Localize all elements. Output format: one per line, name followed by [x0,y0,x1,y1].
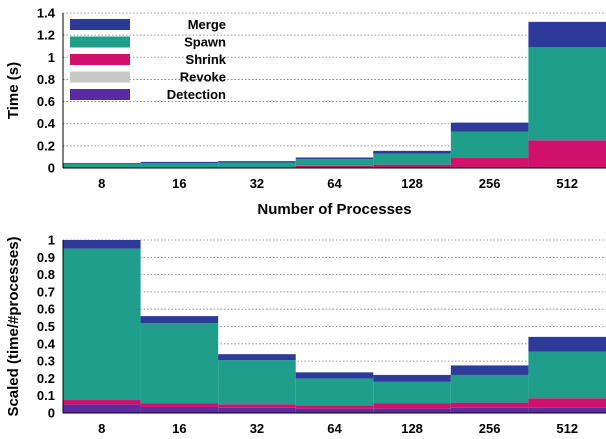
legend-swatch-spawn [70,36,130,48]
chart1-bar-spawn-128 [373,153,451,165]
chart2-y-tick-label: 0.6 [37,302,55,317]
chart1-bar-merge-512 [528,21,606,48]
chart1-x-tick-label: 32 [250,176,264,191]
chart2-bar-spawn-64 [295,378,374,406]
chart1-y-tick-label: 0.4 [37,116,56,131]
chart2-bar-spawn-8 [63,248,141,401]
legend-swatch-detection [70,89,130,100]
chart2-y-tick-label: 0.7 [37,284,55,299]
chart2-y-axis-title: Scaled (time/#processes) [5,236,22,416]
legend-label-revoke: Revoke [180,70,226,85]
chart2-bar-shrink-8 [63,400,141,405]
chart1-bar-spawn-512 [528,47,606,141]
chart1-x-axis-title: Number of Processes [257,201,411,218]
chart1-x-tick-label: 512 [556,176,578,191]
chart2-bar-spawn-32 [218,360,296,405]
chart2-bar-detection-64 [295,408,374,413]
chart2-y-tick-label: 0.2 [37,371,55,386]
chart2-y-tick-label: 0.8 [37,267,55,282]
legend-label-merge: Merge [188,17,226,32]
chart2-bar-shrink-256 [450,402,529,408]
chart1-bar-shrink-128 [373,164,451,168]
chart2-y-tick-label: 0.4 [37,336,56,351]
chart2-y-tick-label: 0.5 [37,319,55,334]
chart1-bar-merge-32 [218,161,296,163]
chart2-bar-spawn-16 [140,323,219,404]
chart2-x-tick-label: 256 [479,421,501,436]
chart1-bar-shrink-512 [528,140,606,168]
chart1-x-tick-label: 256 [479,176,501,191]
chart2-bar-shrink-512 [528,398,606,408]
chart2-x-tick-label: 128 [401,421,423,436]
chart2-bar-spawn-256 [450,374,529,403]
chart1-x-tick-label: 128 [401,176,423,191]
chart1-bar-merge-8 [63,163,141,164]
chart1-bar-spawn-64 [295,159,374,166]
legend-swatch-merge [70,19,130,30]
legend-label-shrink: Shrink [186,52,227,67]
chart2-x-tick-label: 16 [172,421,186,436]
chart1-x-tick-label: 64 [327,176,342,191]
legend-swatch-revoke [70,71,130,83]
chart2-bar-detection-8 [63,404,141,413]
legend-label-spawn: Spawn [184,35,226,50]
chart2-bar-detection-256 [450,407,529,413]
chart2-y-tick-label: 0 [48,406,55,421]
chart2-bar-shrink-32 [218,404,296,408]
chart1-y-tick-label: 1 [48,50,55,65]
chart1-y-tick-label: 1.4 [37,6,56,21]
chart2-y-tick-label: 1 [48,233,55,248]
chart2-bar-merge-8 [63,240,141,249]
chart2-x-tick-label: 8 [98,421,105,436]
chart2-bar-spawn-128 [373,381,451,404]
chart1-bar-spawn-8 [63,163,141,168]
chart1-y-tick-label: 1.2 [37,28,55,43]
chart1-y-tick-label: 0.8 [37,72,55,87]
chart2-x-tick-label: 32 [250,421,264,436]
chart2-bar-detection-32 [218,407,296,413]
legend-label-detection: Detection [167,87,226,102]
chart2-y-tick-label: 0.1 [37,388,55,403]
chart1-y-tick-label: 0 [48,161,55,176]
chart1-bar-spawn-16 [140,163,219,168]
chart1-y-axis-title: Time (s) [5,62,22,119]
chart1-bar-shrink-256 [450,158,529,168]
chart2-bar-detection-16 [140,406,219,413]
chart2-x-tick-label: 64 [327,421,342,436]
chart2-x-tick-label: 512 [556,421,578,436]
chart2-bar-detection-128 [373,408,451,413]
chart2-bar-merge-32 [218,354,296,361]
chart2-bar-spawn-512 [528,351,606,399]
chart2-bar-shrink-64 [295,405,374,409]
chart1-bar-merge-128 [373,150,451,154]
chart1-y-tick-label: 0.2 [37,138,55,153]
chart2-bar-merge-256 [450,365,529,375]
chart2-bar-merge-512 [528,336,606,352]
chart1-bar-spawn-256 [450,131,529,159]
chart1-bar-merge-256 [450,122,529,132]
chart1-bar-shrink-64 [295,165,374,168]
chart2-bar-merge-16 [140,316,219,324]
chart1-x-tick-label: 16 [172,176,186,191]
chart2-bar-shrink-128 [373,403,451,409]
chart2-y-tick-label: 0.9 [37,250,55,265]
chart1-y-tick-label: 0.6 [37,94,55,109]
chart2-bar-merge-64 [295,372,374,379]
chart2-bar-shrink-16 [140,403,219,407]
chart2-bar-detection-512 [528,407,606,413]
chart2-y-tick-label: 0.3 [37,354,55,369]
chart1-bar-merge-16 [140,161,219,164]
chart1-x-tick-label: 8 [98,176,105,191]
chart2-bar-merge-128 [373,374,451,382]
chart1-bar-spawn-32 [218,162,296,168]
legend-swatch-shrink [70,54,130,65]
chart1-bar-merge-64 [295,157,374,160]
